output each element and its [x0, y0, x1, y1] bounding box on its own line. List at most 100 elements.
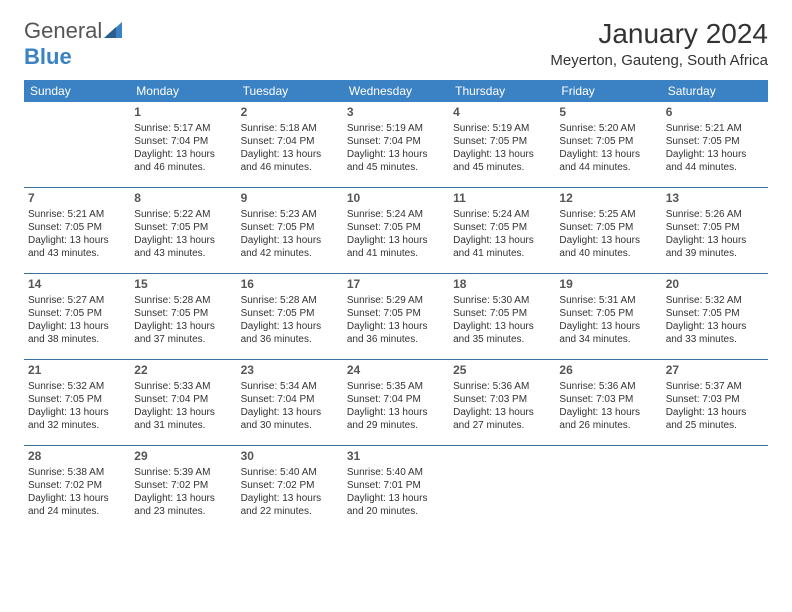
sunset-text: Sunset: 7:03 PM [559, 393, 657, 406]
sunset-text: Sunset: 7:05 PM [453, 221, 551, 234]
day-header: Tuesday [237, 80, 343, 102]
sunrise-text: Sunrise: 5:27 AM [28, 294, 126, 307]
daylight-text: and 43 minutes. [134, 247, 232, 260]
daylight-text: Daylight: 13 hours [241, 406, 339, 419]
day-header: Friday [555, 80, 661, 102]
day-number: 30 [241, 449, 339, 465]
calendar-day: 29Sunrise: 5:39 AMSunset: 7:02 PMDayligh… [130, 446, 236, 532]
sunrise-text: Sunrise: 5:30 AM [453, 294, 551, 307]
calendar-empty [555, 446, 661, 532]
calendar-day: 3Sunrise: 5:19 AMSunset: 7:04 PMDaylight… [343, 102, 449, 188]
sunrise-text: Sunrise: 5:21 AM [666, 122, 764, 135]
daylight-text: Daylight: 13 hours [559, 320, 657, 333]
daylight-text: Daylight: 13 hours [347, 406, 445, 419]
sunset-text: Sunset: 7:05 PM [28, 393, 126, 406]
daylight-text: and 37 minutes. [134, 333, 232, 346]
calendar-day: 7Sunrise: 5:21 AMSunset: 7:05 PMDaylight… [24, 188, 130, 274]
day-number: 16 [241, 277, 339, 293]
day-number: 28 [28, 449, 126, 465]
daylight-text: Daylight: 13 hours [241, 234, 339, 247]
sunset-text: Sunset: 7:02 PM [28, 479, 126, 492]
day-number: 29 [134, 449, 232, 465]
daylight-text: Daylight: 13 hours [28, 234, 126, 247]
sunrise-text: Sunrise: 5:37 AM [666, 380, 764, 393]
sunset-text: Sunset: 7:05 PM [559, 135, 657, 148]
sunrise-text: Sunrise: 5:32 AM [666, 294, 764, 307]
sunset-text: Sunset: 7:05 PM [241, 307, 339, 320]
calendar-day: 2Sunrise: 5:18 AMSunset: 7:04 PMDaylight… [237, 102, 343, 188]
sunrise-text: Sunrise: 5:19 AM [347, 122, 445, 135]
daylight-text: and 46 minutes. [134, 161, 232, 174]
sunset-text: Sunset: 7:05 PM [559, 221, 657, 234]
day-number: 23 [241, 363, 339, 379]
calendar-body: 1Sunrise: 5:17 AMSunset: 7:04 PMDaylight… [24, 102, 768, 531]
daylight-text: Daylight: 13 hours [28, 492, 126, 505]
sunset-text: Sunset: 7:05 PM [134, 307, 232, 320]
daylight-text: and 27 minutes. [453, 419, 551, 432]
day-number: 15 [134, 277, 232, 293]
sunset-text: Sunset: 7:04 PM [347, 393, 445, 406]
day-number: 22 [134, 363, 232, 379]
sunset-text: Sunset: 7:04 PM [134, 393, 232, 406]
calendar-day: 28Sunrise: 5:38 AMSunset: 7:02 PMDayligh… [24, 446, 130, 532]
daylight-text: and 34 minutes. [559, 333, 657, 346]
sunrise-text: Sunrise: 5:38 AM [28, 466, 126, 479]
daylight-text: Daylight: 13 hours [134, 492, 232, 505]
calendar-week: 21Sunrise: 5:32 AMSunset: 7:05 PMDayligh… [24, 360, 768, 446]
calendar-week: 7Sunrise: 5:21 AMSunset: 7:05 PMDaylight… [24, 188, 768, 274]
calendar-day: 10Sunrise: 5:24 AMSunset: 7:05 PMDayligh… [343, 188, 449, 274]
brand-text: General Blue [24, 18, 122, 70]
daylight-text: and 23 minutes. [134, 505, 232, 518]
calendar-day: 21Sunrise: 5:32 AMSunset: 7:05 PMDayligh… [24, 360, 130, 446]
sunset-text: Sunset: 7:02 PM [134, 479, 232, 492]
daylight-text: and 33 minutes. [666, 333, 764, 346]
calendar-day: 27Sunrise: 5:37 AMSunset: 7:03 PMDayligh… [662, 360, 768, 446]
day-number: 11 [453, 191, 551, 207]
calendar-day: 4Sunrise: 5:19 AMSunset: 7:05 PMDaylight… [449, 102, 555, 188]
day-header: Wednesday [343, 80, 449, 102]
sunset-text: Sunset: 7:05 PM [559, 307, 657, 320]
sunrise-text: Sunrise: 5:40 AM [241, 466, 339, 479]
daylight-text: Daylight: 13 hours [666, 406, 764, 419]
day-number: 27 [666, 363, 764, 379]
page-header: General Blue January 2024 Meyerton, Gaut… [24, 18, 768, 70]
sunrise-text: Sunrise: 5:26 AM [666, 208, 764, 221]
sunset-text: Sunset: 7:05 PM [347, 307, 445, 320]
day-number: 25 [453, 363, 551, 379]
sunset-text: Sunset: 7:05 PM [666, 221, 764, 234]
sunset-text: Sunset: 7:04 PM [241, 135, 339, 148]
sunrise-text: Sunrise: 5:22 AM [134, 208, 232, 221]
daylight-text: Daylight: 13 hours [134, 148, 232, 161]
day-number: 3 [347, 105, 445, 121]
daylight-text: and 42 minutes. [241, 247, 339, 260]
daylight-text: Daylight: 13 hours [347, 234, 445, 247]
calendar-day: 26Sunrise: 5:36 AMSunset: 7:03 PMDayligh… [555, 360, 661, 446]
daylight-text: Daylight: 13 hours [241, 320, 339, 333]
sunrise-text: Sunrise: 5:35 AM [347, 380, 445, 393]
daylight-text: Daylight: 13 hours [347, 492, 445, 505]
calendar-day: 23Sunrise: 5:34 AMSunset: 7:04 PMDayligh… [237, 360, 343, 446]
sunrise-text: Sunrise: 5:31 AM [559, 294, 657, 307]
sunrise-text: Sunrise: 5:28 AM [134, 294, 232, 307]
day-number: 12 [559, 191, 657, 207]
calendar-day: 31Sunrise: 5:40 AMSunset: 7:01 PMDayligh… [343, 446, 449, 532]
sunrise-text: Sunrise: 5:28 AM [241, 294, 339, 307]
sunset-text: Sunset: 7:04 PM [347, 135, 445, 148]
brand-word2: Blue [24, 44, 72, 69]
calendar-day: 20Sunrise: 5:32 AMSunset: 7:05 PMDayligh… [662, 274, 768, 360]
calendar-table: SundayMondayTuesdayWednesdayThursdayFrid… [24, 80, 768, 531]
day-header: Thursday [449, 80, 555, 102]
brand-logo: General Blue [24, 18, 122, 70]
calendar-week: 28Sunrise: 5:38 AMSunset: 7:02 PMDayligh… [24, 446, 768, 532]
daylight-text: and 45 minutes. [347, 161, 445, 174]
daylight-text: Daylight: 13 hours [241, 492, 339, 505]
calendar-day: 9Sunrise: 5:23 AMSunset: 7:05 PMDaylight… [237, 188, 343, 274]
location-text: Meyerton, Gauteng, South Africa [550, 52, 768, 69]
day-number: 1 [134, 105, 232, 121]
calendar-day: 6Sunrise: 5:21 AMSunset: 7:05 PMDaylight… [662, 102, 768, 188]
day-header: Saturday [662, 80, 768, 102]
sunset-text: Sunset: 7:05 PM [28, 307, 126, 320]
sail-icon [104, 18, 122, 44]
daylight-text: Daylight: 13 hours [241, 148, 339, 161]
daylight-text: and 35 minutes. [453, 333, 551, 346]
